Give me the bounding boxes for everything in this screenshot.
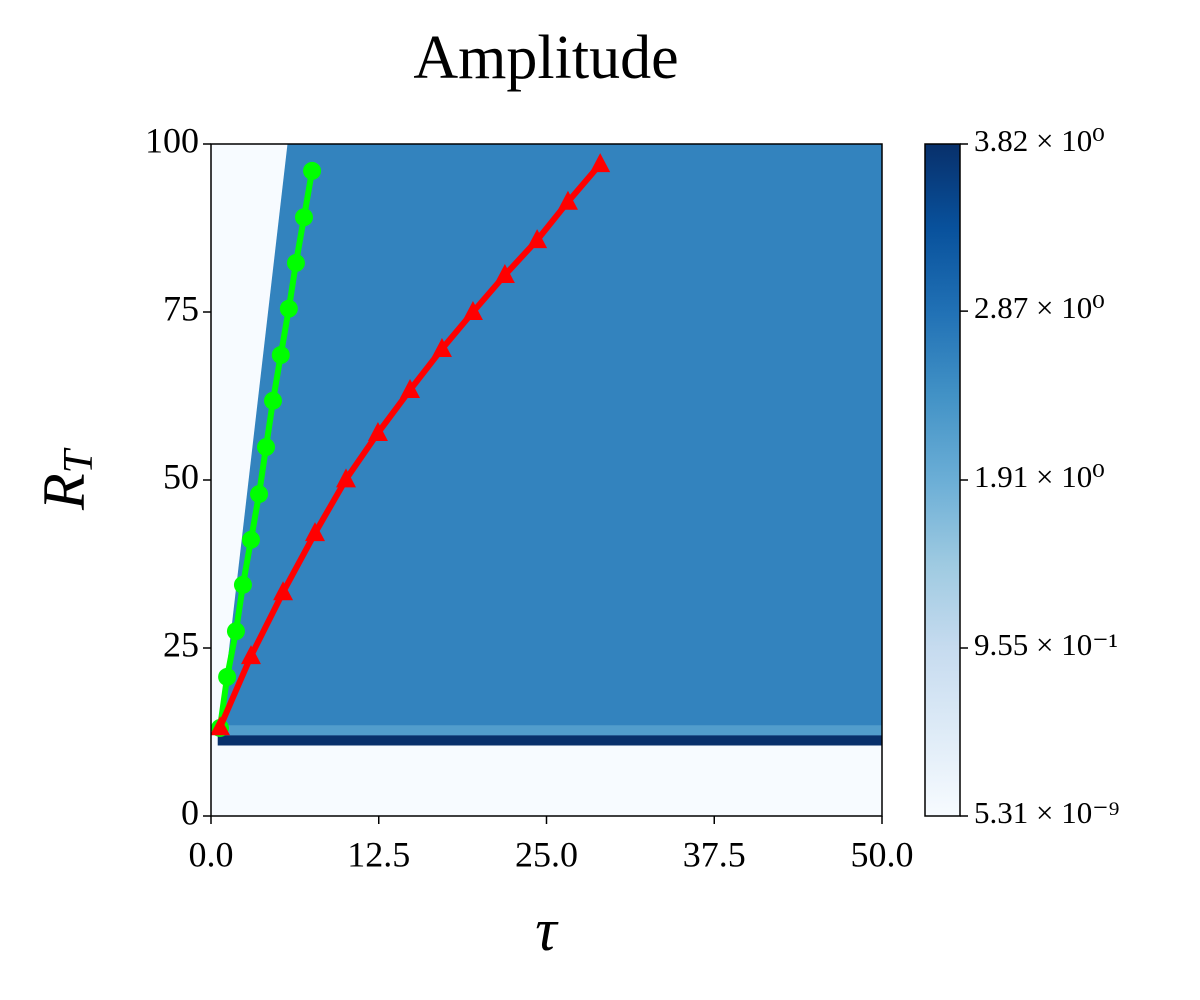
x-tick-label: 12.5 [347,834,410,874]
y-tick-label: 75 [163,288,199,328]
marker [590,153,611,173]
y-tick-label: 100 [145,120,199,160]
x-tick-label: 25.0 [515,834,578,874]
heatmap [211,144,882,816]
chart-title: Amplitude [413,24,678,92]
heat-region [217,735,882,746]
y-tick-label: 50 [163,456,199,496]
x-tick-label: 0.0 [189,834,234,874]
marker [400,378,421,398]
x-axis-label: τ [535,897,559,963]
marker [257,438,276,457]
marker [240,645,261,665]
marker [264,391,283,410]
y-axis-label-main: R [31,473,97,511]
marker [295,208,314,227]
y-axis-label-sub: T [56,447,102,473]
marker [250,485,269,504]
marker [226,622,245,641]
colorbar-tick-label: 9.55 × 10⁻¹ [974,627,1118,662]
y-tick-label: 0 [181,792,199,832]
marker [271,346,290,365]
marker [279,299,298,318]
x-tick-label: 50.0 [851,834,914,874]
colorbar-tick-label: 2.87 × 10⁰ [974,290,1105,325]
colorbar [924,143,961,817]
marker [241,530,260,549]
marker [367,421,388,441]
marker [494,264,515,284]
marker [286,253,305,272]
marker [211,716,230,736]
lines [211,153,611,737]
heat-region [219,144,882,736]
marker [303,161,322,180]
y-axis-label: RT [31,447,102,511]
marker [273,581,294,601]
x-tick-label: 37.5 [683,834,746,874]
colorbar-tick-label: 3.82 × 10⁰ [974,123,1105,158]
marker [557,190,578,210]
colorbar-tick-label: 5.31 × 10⁻⁹ [974,795,1119,830]
marker [527,229,548,249]
marker [233,575,252,594]
marker [305,522,326,542]
marker [336,468,357,488]
marker [218,667,237,686]
y-tick-label: 25 [163,624,199,664]
marker [462,301,483,320]
colorbar-tick-label: 1.91 × 10⁰ [974,459,1105,494]
marker [431,337,452,357]
heat-region [219,725,882,736]
